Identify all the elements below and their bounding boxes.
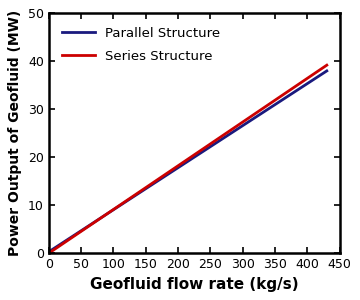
Y-axis label: Power Output of Geofluid (MW): Power Output of Geofluid (MW)	[8, 10, 22, 256]
X-axis label: Geofluid flow rate (kg/s): Geofluid flow rate (kg/s)	[90, 277, 298, 292]
Legend: Parallel Structure, Series Structure: Parallel Structure, Series Structure	[55, 20, 227, 70]
